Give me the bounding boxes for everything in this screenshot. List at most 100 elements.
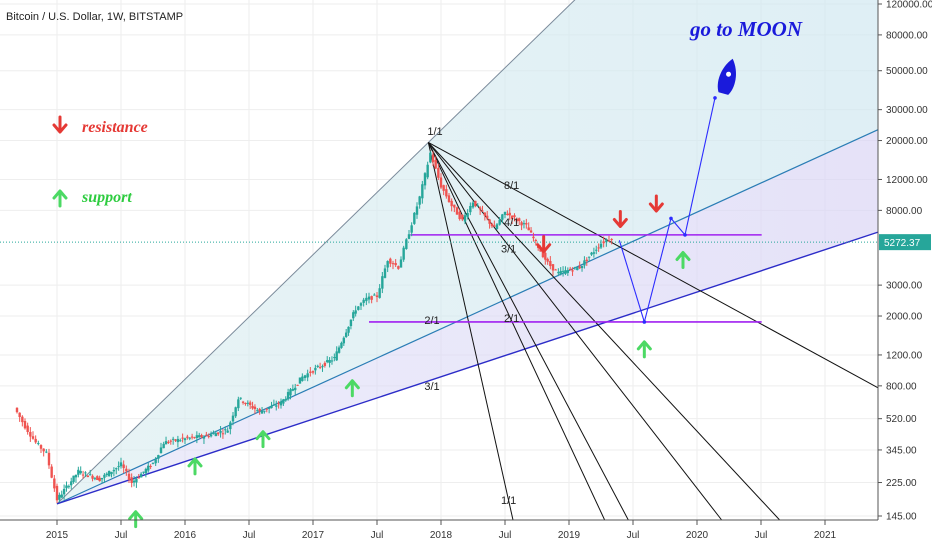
- candle-body: [98, 477, 101, 482]
- x-tick-label: 2018: [430, 530, 453, 541]
- candle-body: [137, 477, 140, 479]
- candle-body: [256, 410, 259, 412]
- candle-body: [237, 399, 240, 409]
- candle-body: [437, 167, 440, 178]
- down-fan-line: [428, 142, 879, 389]
- arrow-head: [675, 250, 691, 261]
- candle-body: [342, 337, 346, 344]
- candle-body: [93, 478, 97, 480]
- candle-body: [474, 200, 477, 207]
- candle-body: [357, 306, 360, 310]
- fan-label: 2/1: [504, 313, 519, 325]
- projection-node: [713, 96, 717, 100]
- candle-body: [291, 388, 295, 391]
- candle-body: [434, 159, 437, 169]
- price-axis: 120000.00 80000.00 50000.00 30000.00 20000.0…: [877, 0, 932, 550]
- y-tick-label: 8000.00: [886, 206, 923, 217]
- projection-segment: [670, 218, 686, 236]
- candle-body: [159, 447, 163, 454]
- candle-body: [359, 303, 363, 306]
- candle-body: [503, 211, 507, 215]
- candle-body: [423, 173, 427, 186]
- candle-body: [527, 227, 530, 231]
- candle-body: [421, 184, 424, 199]
- candle-body: [592, 252, 596, 254]
- candle-body: [583, 260, 586, 266]
- candle-body: [549, 260, 552, 267]
- fan-label: 3/1: [424, 381, 439, 393]
- support-arrow: [344, 379, 360, 398]
- candle-body: [294, 387, 297, 391]
- candle-body: [219, 430, 222, 433]
- candle-body: [309, 371, 312, 373]
- candle-body: [301, 376, 304, 382]
- candle-body: [599, 243, 603, 248]
- candle-body: [580, 265, 584, 269]
- candle-body: [495, 224, 499, 229]
- y-tick-label: 2000.00: [886, 312, 923, 323]
- fan-regions: [57, 0, 878, 504]
- candle-body: [602, 241, 605, 244]
- candle-body: [498, 219, 501, 225]
- candle-body: [179, 440, 182, 442]
- candle-body: [402, 247, 405, 260]
- y-tick-label: 145.00: [886, 512, 917, 523]
- candle-body: [506, 213, 509, 215]
- candle-body: [455, 207, 459, 215]
- fan-label: 2/1: [424, 315, 439, 327]
- candle-body: [303, 375, 307, 379]
- projection-node: [669, 216, 673, 221]
- y-tick-label: 520.00: [886, 414, 917, 425]
- resistance-arrow: [612, 209, 628, 228]
- candle-body: [171, 438, 175, 440]
- candle-body: [316, 365, 319, 367]
- candle-body: [214, 433, 218, 437]
- y-tick-label: 12000.00: [886, 175, 928, 186]
- candle-body: [77, 469, 80, 475]
- candle-body: [110, 471, 113, 475]
- arrow-head: [536, 243, 552, 254]
- candle-body: [298, 377, 302, 384]
- candle-body: [476, 205, 479, 207]
- candle-body: [367, 296, 371, 300]
- candle-body: [96, 476, 99, 481]
- resistance-arrow: [536, 235, 552, 254]
- y-tick-label: 120000.00: [886, 0, 932, 11]
- upper-fan-region: [57, 0, 878, 504]
- candle-body: [275, 405, 278, 407]
- candle-body: [399, 259, 403, 268]
- candle-body: [551, 264, 555, 271]
- candle-body: [394, 263, 397, 266]
- price-candles: [15, 151, 613, 504]
- arrow-head: [636, 340, 652, 351]
- support-arrow: [187, 457, 203, 476]
- candle-body: [483, 212, 487, 216]
- candle-body: [100, 477, 104, 480]
- candle-body: [86, 475, 90, 478]
- candle-body: [607, 240, 611, 242]
- candle-body: [34, 438, 37, 443]
- candle-body: [226, 430, 229, 433]
- candle-body: [445, 189, 448, 197]
- y-tick-label: 50000.00: [886, 66, 928, 77]
- candle-body: [234, 407, 237, 417]
- candle-body: [198, 435, 201, 438]
- candle-body: [67, 486, 71, 488]
- arrow-head: [52, 189, 68, 200]
- candle-body: [296, 384, 299, 386]
- fan-line-steep: [56, 0, 576, 505]
- support-arrow: [128, 510, 144, 529]
- candle-body: [458, 211, 461, 220]
- candle-body: [513, 215, 516, 218]
- go-to-moon-label: go to MOON: [689, 17, 803, 41]
- candle-body: [65, 485, 68, 489]
- candle-body: [557, 272, 560, 274]
- x-tick-label: 2021: [814, 530, 837, 541]
- projection-segment: [643, 218, 672, 323]
- candle-body: [193, 437, 196, 439]
- y-tick-label: 800.00: [886, 381, 917, 392]
- candle-body: [405, 239, 408, 249]
- x-tick-label: Jul: [627, 530, 640, 541]
- candle-body: [510, 215, 514, 219]
- candle-body: [84, 472, 87, 474]
